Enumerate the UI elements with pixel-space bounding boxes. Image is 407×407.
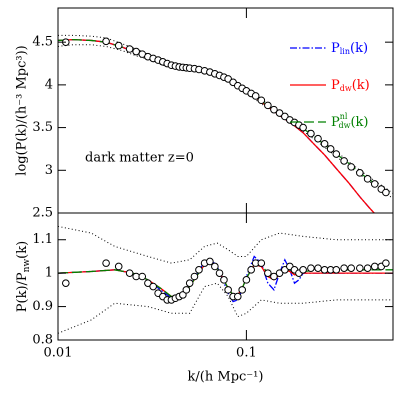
- plot-area: [58, 34, 393, 213]
- y-axis-label-tail: (k): [15, 241, 30, 259]
- data-point: [382, 259, 390, 267]
- data-point: [307, 129, 315, 138]
- legend-label: Pnl dw(k): [331, 112, 368, 130]
- y-tick-label: 0.8: [32, 333, 53, 348]
- data-point: [299, 123, 307, 132]
- data-point: [270, 272, 278, 281]
- x-tick-label: 0.01: [44, 346, 73, 361]
- data-point: [347, 264, 356, 272]
- legend-sub: dw: [340, 84, 352, 93]
- data-point: [370, 180, 379, 188]
- data-point: [247, 266, 255, 274]
- data-point: [264, 101, 272, 110]
- data-point: [347, 163, 356, 171]
- data-point: [257, 259, 266, 267]
- data-point: [190, 272, 199, 281]
- data-point: [340, 157, 348, 165]
- data-point: [382, 188, 390, 197]
- legend-sub: dw: [338, 121, 350, 130]
- data-point: [299, 266, 307, 274]
- data-point: [224, 286, 232, 294]
- data-point: [102, 259, 110, 267]
- series-line: [58, 38, 376, 213]
- data-point: [307, 264, 315, 272]
- legend-tail: (k): [350, 41, 368, 56]
- y-tick-label: 3.5: [32, 120, 53, 135]
- data-point: [332, 150, 341, 158]
- data-point: [320, 140, 329, 148]
- data-point: [370, 262, 379, 271]
- y-axis-label: P(k)/Pnw(k): [15, 241, 32, 312]
- legend-name: P: [331, 41, 340, 56]
- data-point: [149, 282, 157, 291]
- series-line: [58, 38, 376, 213]
- data-point: [314, 264, 322, 272]
- panel-frame: [57, 212, 394, 341]
- data-point: [257, 96, 266, 105]
- data-point: [275, 269, 284, 277]
- data-point: [220, 276, 228, 284]
- data-point: [340, 264, 348, 272]
- data-point: [138, 272, 147, 281]
- data-point: [251, 92, 260, 100]
- data-point: [356, 169, 364, 177]
- data-point: [114, 41, 123, 50]
- data-point: [195, 266, 203, 274]
- legend-name: P: [331, 115, 340, 130]
- plot-area: [58, 225, 393, 334]
- annotation: dark matter z=0: [85, 151, 194, 166]
- data-point: [242, 276, 251, 284]
- data-point: [215, 269, 224, 277]
- y-tick-label: 2.5: [32, 206, 53, 221]
- series-line: [58, 225, 393, 264]
- y-axis-label: log(P(k)/(h⁻³ Mpc³)): [15, 45, 30, 175]
- legend-name: P: [331, 78, 340, 93]
- data-point: [61, 279, 70, 287]
- data-point: [264, 269, 272, 277]
- legend-tail: (k): [352, 78, 370, 93]
- data-point: [363, 264, 372, 272]
- data-point: [326, 145, 335, 153]
- data-point: [179, 291, 187, 299]
- legend-label: Pdw(k): [331, 78, 370, 94]
- data-point: [102, 37, 110, 46]
- data-point: [125, 269, 134, 277]
- data-point: [182, 286, 191, 294]
- data-point: [211, 262, 219, 271]
- data-point: [314, 134, 322, 143]
- x-axis-label: k/(h Mpc⁻¹): [188, 370, 264, 385]
- data-point: [185, 279, 194, 287]
- data-point: [270, 105, 278, 114]
- data-point: [206, 257, 214, 266]
- data-point: [363, 175, 372, 183]
- x-tick-label: 0.1: [236, 346, 257, 361]
- y-tick-label: 4.5: [32, 35, 53, 50]
- y-axis-label-main: P(k)/P: [15, 272, 30, 312]
- y-tick-label: 4: [45, 77, 53, 92]
- y-tick-label: 0.9: [32, 299, 53, 314]
- data-point: [332, 266, 341, 274]
- legend-sub: lin: [340, 47, 350, 56]
- legend-label: Plin(k): [331, 41, 368, 57]
- data-point: [238, 286, 247, 294]
- y-tick-label: 1: [45, 266, 53, 281]
- series-line: [58, 262, 393, 298]
- data-point: [356, 264, 364, 272]
- data-point: [233, 292, 242, 301]
- y-tick-label: 1.1: [32, 232, 53, 247]
- legend-tail: (k): [350, 115, 368, 130]
- data-point: [125, 45, 134, 53]
- data-point: [275, 109, 284, 117]
- legend-sup: nl: [340, 112, 348, 121]
- y-axis-label-sub: nw: [22, 259, 32, 273]
- y-tick-label: 3: [45, 163, 53, 178]
- data-point: [114, 262, 123, 271]
- data-point: [144, 279, 152, 287]
